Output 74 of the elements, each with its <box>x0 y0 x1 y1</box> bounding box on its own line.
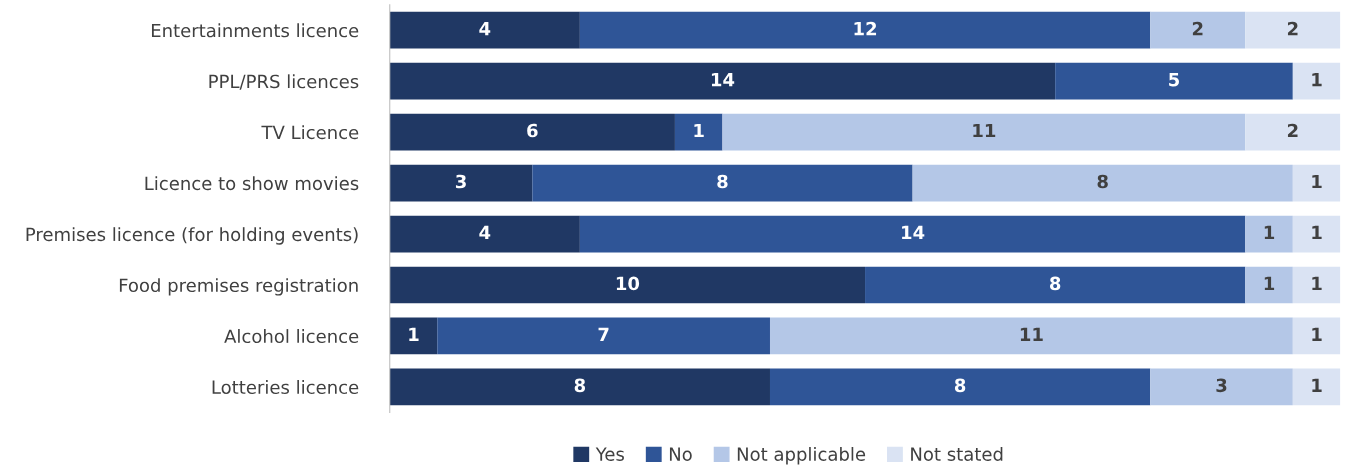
data-label: 1 <box>1312 72 1322 87</box>
data-label: 8 <box>717 174 728 189</box>
data-label: 12 <box>854 21 877 36</box>
data-label: 6 <box>527 123 538 138</box>
bar <box>1150 368 1293 406</box>
bar <box>1292 62 1341 100</box>
legend-label: No <box>669 447 692 461</box>
y-tick-label: PPL/PRS licences <box>209 74 359 90</box>
bar <box>532 164 913 202</box>
y-tick-label: Alcohol licence <box>224 329 359 344</box>
data-label: 7 <box>598 327 609 341</box>
y-tick-label: Licence to show movies <box>145 176 359 191</box>
data-label: 2 <box>1192 21 1203 36</box>
data-label: 1 <box>1312 174 1322 189</box>
data-label: 1 <box>1312 225 1322 240</box>
y-tick-label: Lotteries licence <box>212 380 359 395</box>
bar <box>1245 113 1341 151</box>
data-label: 8 <box>1049 276 1061 291</box>
bar <box>389 317 438 355</box>
bar <box>389 368 770 406</box>
data-label: 1 <box>1264 276 1275 290</box>
bar <box>1292 368 1341 406</box>
bar <box>1150 11 1246 49</box>
data-label: 11 <box>1020 327 1043 341</box>
bar <box>674 113 723 151</box>
y-tick-label: TV Licence <box>261 125 359 140</box>
bar <box>1245 215 1293 253</box>
bar <box>389 113 675 151</box>
data-label: 3 <box>455 174 466 189</box>
legend-label: Not stated <box>911 446 1003 461</box>
bar <box>865 266 1246 304</box>
bar <box>1245 11 1341 49</box>
bar <box>1292 317 1341 355</box>
bar <box>1055 62 1293 100</box>
data-label: 1 <box>409 327 419 341</box>
bar <box>437 317 770 355</box>
data-label: 1 <box>1312 378 1322 392</box>
data-label: 1 <box>1312 276 1322 290</box>
bar <box>579 11 1151 49</box>
bar <box>389 62 1056 100</box>
data-label: 10 <box>616 276 640 291</box>
data-label: 4 <box>479 225 491 240</box>
data-label: 14 <box>902 225 925 240</box>
data-label: 14 <box>711 72 735 87</box>
bar <box>579 215 1246 253</box>
legend-label: Not applicable <box>737 446 866 465</box>
y-tick-label: Premises licence (for holding events) <box>26 227 358 245</box>
bar <box>389 266 866 304</box>
legend-label: Yes <box>595 447 624 461</box>
data-label: 11 <box>973 123 996 138</box>
data-label: 8 <box>574 378 586 393</box>
bar <box>1245 266 1293 304</box>
data-label: 1 <box>694 123 704 138</box>
data-label: 5 <box>1169 72 1180 87</box>
bar <box>1292 266 1341 304</box>
data-label: 1 <box>1312 327 1322 341</box>
data-label: 1 <box>1264 225 1275 240</box>
y-tick-label: Food premises registration <box>119 278 358 296</box>
data-label: 4 <box>479 22 491 36</box>
bar <box>389 11 580 49</box>
bar <box>722 113 1246 151</box>
bar <box>769 368 1151 406</box>
bar <box>769 317 1293 355</box>
data-label: 2 <box>1287 21 1298 36</box>
data-label: 8 <box>954 378 966 393</box>
data-label: 8 <box>1097 174 1108 189</box>
bar <box>389 215 580 253</box>
data-label: 2 <box>1287 123 1298 138</box>
bar <box>912 164 1293 202</box>
y-tick-label: Entertainments licence <box>151 23 359 38</box>
bar <box>1292 164 1341 202</box>
bar <box>389 164 533 202</box>
data-label: 3 <box>1216 378 1227 393</box>
bar <box>1292 215 1341 253</box>
